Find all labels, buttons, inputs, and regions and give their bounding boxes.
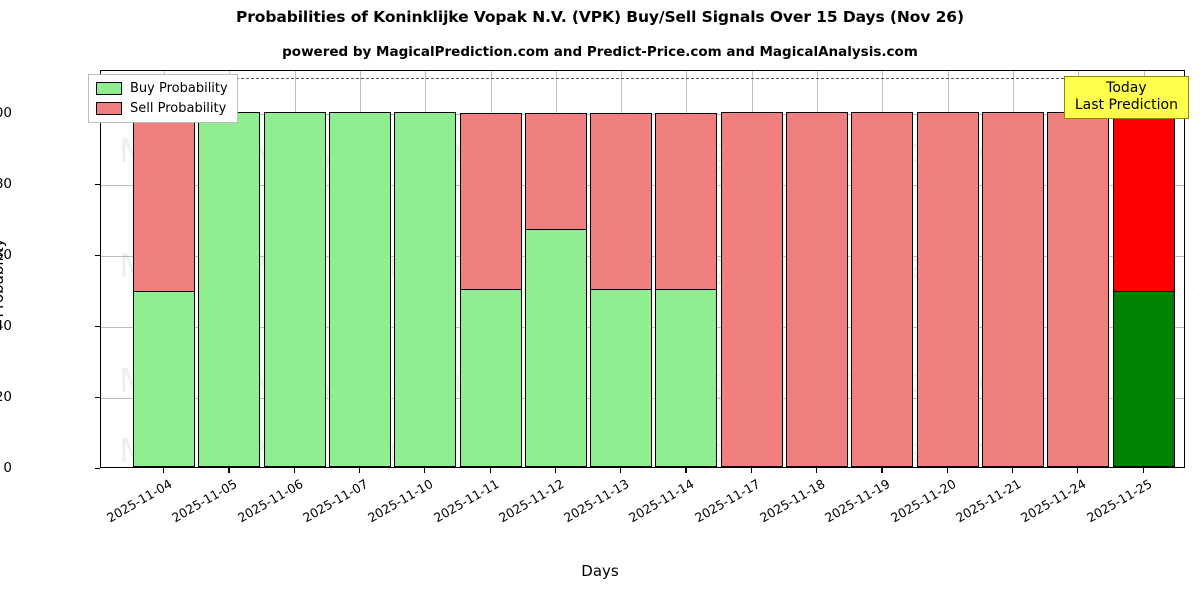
bar-segment-sell xyxy=(981,111,1044,467)
x-tick-mark xyxy=(750,468,752,473)
plot-area: MagicalAnalysis.comMagicalPrediction.com… xyxy=(100,70,1185,468)
bar-segment-sell xyxy=(916,111,979,467)
legend-label-buy: Buy Probability xyxy=(130,81,228,96)
x-tick-mark xyxy=(620,468,622,473)
bar-segment-sell xyxy=(1047,111,1110,467)
x-tick-mark xyxy=(293,468,295,473)
bar-2025-11-12[interactable] xyxy=(524,112,587,467)
y-tick-label: 0 xyxy=(3,460,12,476)
bar-2025-11-24[interactable] xyxy=(1047,111,1110,467)
x-tick-mark xyxy=(228,468,230,473)
y-tick-mark xyxy=(95,396,100,399)
bar-segment-sell xyxy=(1112,112,1175,293)
bar-segment-sell xyxy=(655,112,718,291)
y-tick-label: 100 xyxy=(0,104,12,121)
x-tick-mark xyxy=(554,468,557,473)
bar-2025-11-14[interactable] xyxy=(655,112,718,467)
bar-2025-11-07[interactable] xyxy=(328,111,391,467)
bar-segment-buy xyxy=(328,111,391,467)
today-annotation: Today Last Prediction xyxy=(1063,76,1189,120)
x-tick-mark xyxy=(1011,468,1014,473)
bar-segment-sell xyxy=(524,112,587,231)
legend-item-buy: Buy Probability xyxy=(96,81,228,96)
bar-segment-buy xyxy=(263,111,326,467)
legend-item-sell: Sell Probability xyxy=(96,101,228,116)
bar-segment-sell xyxy=(459,112,522,291)
bar-segment-buy xyxy=(590,289,653,467)
page-title: Probabilities of Koninklijke Vopak N.V. … xyxy=(236,8,964,26)
bar-segment-sell xyxy=(851,111,914,467)
today-annotation-line2: Last Prediction xyxy=(1074,97,1178,114)
bar-2025-11-06[interactable] xyxy=(263,111,326,467)
x-tick-mark xyxy=(358,468,361,473)
y-tick-mark xyxy=(95,254,100,257)
bar-2025-11-13[interactable] xyxy=(590,112,653,467)
bar-segment-buy xyxy=(1112,291,1175,467)
x-tick-mark xyxy=(1142,468,1144,473)
x-tick-mark xyxy=(1077,468,1079,473)
y-tick-label: 40 xyxy=(0,317,12,334)
bar-segment-sell xyxy=(133,112,195,293)
chart-subtitle: powered by MagicalPrediction.com and Pre… xyxy=(282,44,918,60)
bar-segment-sell xyxy=(786,111,848,467)
y-tick-label: 60 xyxy=(0,246,12,263)
bar-2025-11-18[interactable] xyxy=(786,111,848,467)
today-annotation-line1: Today xyxy=(1106,80,1147,96)
plot-inner: MagicalAnalysis.comMagicalPrediction.com… xyxy=(101,71,1184,467)
bar-2025-11-10[interactable] xyxy=(394,111,457,467)
bar-segment-buy xyxy=(198,111,261,467)
bar-2025-11-17[interactable] xyxy=(720,111,783,467)
legend-label-sell: Sell Probability xyxy=(130,101,227,116)
x-axis-label: Days xyxy=(581,562,619,580)
bar-2025-11-05[interactable] xyxy=(198,111,261,467)
y-tick-mark xyxy=(95,325,100,328)
bar-segment-buy xyxy=(524,228,587,467)
y-tick-label: 80 xyxy=(0,175,12,192)
x-tick-mark xyxy=(163,468,165,473)
x-tick-mark xyxy=(946,468,948,473)
y-tick-label: 20 xyxy=(0,388,12,405)
bar-2025-11-11[interactable] xyxy=(459,112,522,467)
y-tick-mark xyxy=(95,468,100,470)
legend-swatch-buy xyxy=(96,82,122,95)
x-tick-mark xyxy=(489,468,491,473)
bar-segment-buy xyxy=(394,111,457,467)
x-tick-mark xyxy=(816,468,818,473)
x-tick-mark xyxy=(881,468,883,473)
bar-2025-11-19[interactable] xyxy=(851,111,914,467)
bar-2025-11-20[interactable] xyxy=(916,111,979,467)
bar-2025-11-21[interactable] xyxy=(981,111,1044,467)
chart-legend: Buy Probability Sell Probability xyxy=(88,74,238,123)
bar-segment-sell xyxy=(590,112,653,291)
bar-segment-buy xyxy=(133,291,195,467)
bar-2025-11-04[interactable] xyxy=(133,112,195,467)
bar-2025-11-25[interactable] xyxy=(1112,112,1175,467)
x-tick-mark xyxy=(685,468,687,473)
bar-segment-buy xyxy=(459,289,522,467)
x-tick-mark xyxy=(424,468,426,473)
legend-swatch-sell xyxy=(96,102,122,115)
bar-segment-buy xyxy=(655,289,718,467)
bar-segment-sell xyxy=(720,111,783,467)
reference-line xyxy=(101,78,1184,80)
y-tick-mark xyxy=(95,183,100,185)
